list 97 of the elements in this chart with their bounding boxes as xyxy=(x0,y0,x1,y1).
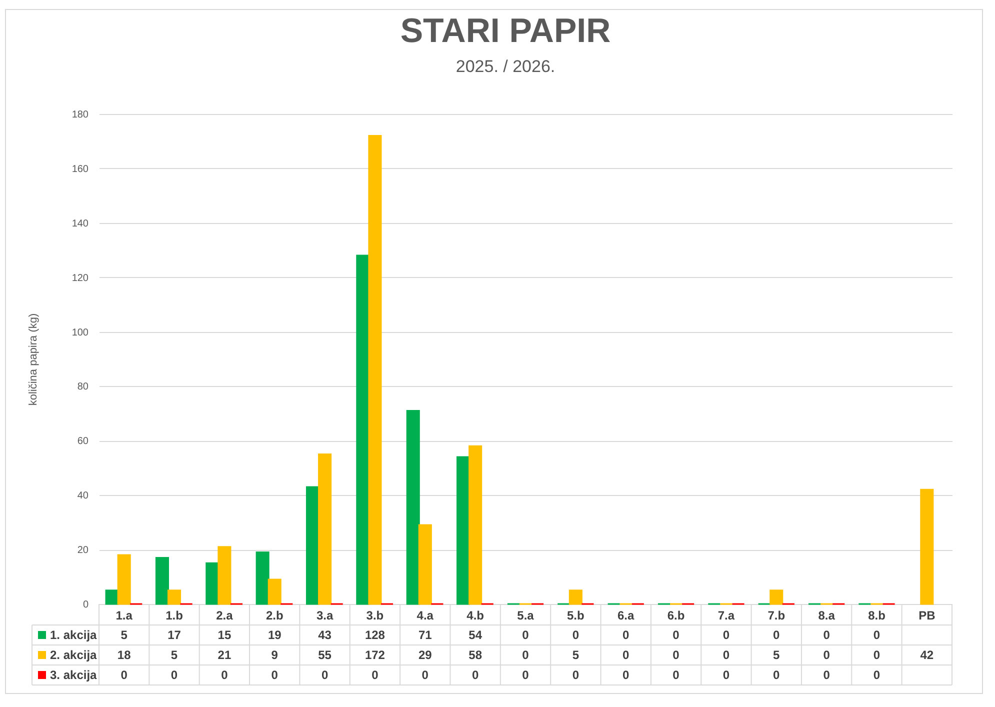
data-label: 0 xyxy=(622,668,630,682)
data-label: 0 xyxy=(321,668,328,682)
x-tick-label: 2.b xyxy=(266,608,284,622)
bar xyxy=(418,524,432,605)
data-label: 0 xyxy=(372,668,379,682)
data-label: 43 xyxy=(318,628,332,642)
bar xyxy=(155,556,169,605)
bar xyxy=(268,578,282,605)
data-label: 5 xyxy=(572,648,580,662)
x-tick-label: 4.b xyxy=(466,608,484,622)
data-label: 71 xyxy=(418,628,432,642)
x-tick-label: 4.a xyxy=(416,608,434,622)
bar xyxy=(468,445,482,605)
y-tick-label: 0 xyxy=(82,600,89,610)
y-tick-label: 80 xyxy=(77,382,89,393)
y-tick-label: 160 xyxy=(72,164,89,175)
data-label: 0 xyxy=(773,628,780,642)
x-tick-label: 6.b xyxy=(667,608,685,622)
x-tick-label: 7.a xyxy=(718,608,735,622)
data-label: 0 xyxy=(572,668,580,682)
data-label: 0 xyxy=(823,628,830,642)
data-label: 5 xyxy=(773,648,780,662)
data-label: 21 xyxy=(218,648,232,662)
data-label: 0 xyxy=(672,668,680,682)
data-label: 0 xyxy=(422,668,429,682)
bar xyxy=(167,590,182,605)
data-label: 0 xyxy=(622,628,630,642)
data-label: 58 xyxy=(468,648,482,662)
x-tick-label: 1.b xyxy=(166,608,183,622)
bar xyxy=(406,410,420,605)
y-tick-label: 100 xyxy=(72,327,89,338)
data-label: 29 xyxy=(418,648,432,662)
data-label: 5 xyxy=(120,628,128,642)
data-label: 0 xyxy=(672,648,680,662)
legend-label: 2. akcija xyxy=(50,648,98,662)
data-label: 172 xyxy=(364,648,386,662)
data-label: 0 xyxy=(722,628,730,642)
data-label: 0 xyxy=(873,628,880,642)
x-tick-label: PB xyxy=(918,608,936,622)
data-label: 0 xyxy=(522,648,530,662)
data-label: 0 xyxy=(823,668,830,682)
bar xyxy=(770,590,784,605)
y-tick-label: 20 xyxy=(77,545,89,556)
data-label: 0 xyxy=(622,648,630,662)
chart-subtitle: 2025. / 2026. xyxy=(456,57,556,76)
bar xyxy=(256,552,270,605)
bar xyxy=(318,454,332,605)
data-label: 0 xyxy=(722,648,730,662)
data-label: 18 xyxy=(117,648,132,662)
data-label: 0 xyxy=(572,628,580,642)
data-label: 54 xyxy=(468,628,482,642)
x-tick-label: 3.a xyxy=(316,608,334,622)
data-label: 0 xyxy=(271,668,278,682)
data-label: 0 xyxy=(722,668,730,682)
data-label: 128 xyxy=(364,628,386,642)
data-label: 0 xyxy=(522,628,530,642)
legend-label: 1. akcija xyxy=(50,628,98,642)
bar xyxy=(218,546,232,605)
bar xyxy=(920,488,934,605)
data-label: 0 xyxy=(672,628,680,642)
chart-title: STARI PAPIR xyxy=(400,12,611,50)
data-label: 15 xyxy=(218,628,232,642)
data-label: 0 xyxy=(773,668,780,682)
x-tick-label: 2.a xyxy=(216,608,234,622)
bar xyxy=(368,135,382,605)
data-label: 9 xyxy=(271,648,278,662)
y-axis-title: količina papira (kg) xyxy=(28,313,40,406)
x-tick-label: 3.b xyxy=(366,608,384,622)
data-label: 17 xyxy=(168,628,182,642)
x-tick-label: 5.b xyxy=(567,608,584,622)
data-label: 0 xyxy=(472,668,479,682)
data-label: 55 xyxy=(318,648,332,662)
x-tick-label: 6.a xyxy=(618,608,635,622)
data-label: 0 xyxy=(221,668,228,682)
x-tick-label: 1.a xyxy=(116,608,133,622)
bar xyxy=(117,554,131,605)
data-label: 42 xyxy=(920,648,934,662)
data-label: 0 xyxy=(170,668,178,682)
bar xyxy=(105,590,119,605)
data-label: 0 xyxy=(873,668,880,682)
x-tick-label: 5.a xyxy=(517,608,534,622)
data-label: 0 xyxy=(522,668,530,682)
bar xyxy=(568,590,582,605)
y-tick-label: 180 xyxy=(72,110,89,120)
y-tick-label: 120 xyxy=(72,272,89,284)
data-label: 5 xyxy=(170,648,178,662)
y-tick-label: 40 xyxy=(77,490,89,502)
x-tick-label: 8.b xyxy=(868,608,886,622)
x-tick-label: 8.a xyxy=(818,608,836,622)
data-label: 0 xyxy=(873,648,880,662)
data-label: 0 xyxy=(120,668,128,682)
x-tick-label: 7.b xyxy=(768,608,786,622)
y-tick-label: 60 xyxy=(77,436,89,448)
data-label: 0 xyxy=(823,648,830,662)
y-tick-label: 140 xyxy=(72,218,89,230)
legend-label: 3. akcija xyxy=(50,668,98,682)
data-label: 19 xyxy=(268,628,282,642)
